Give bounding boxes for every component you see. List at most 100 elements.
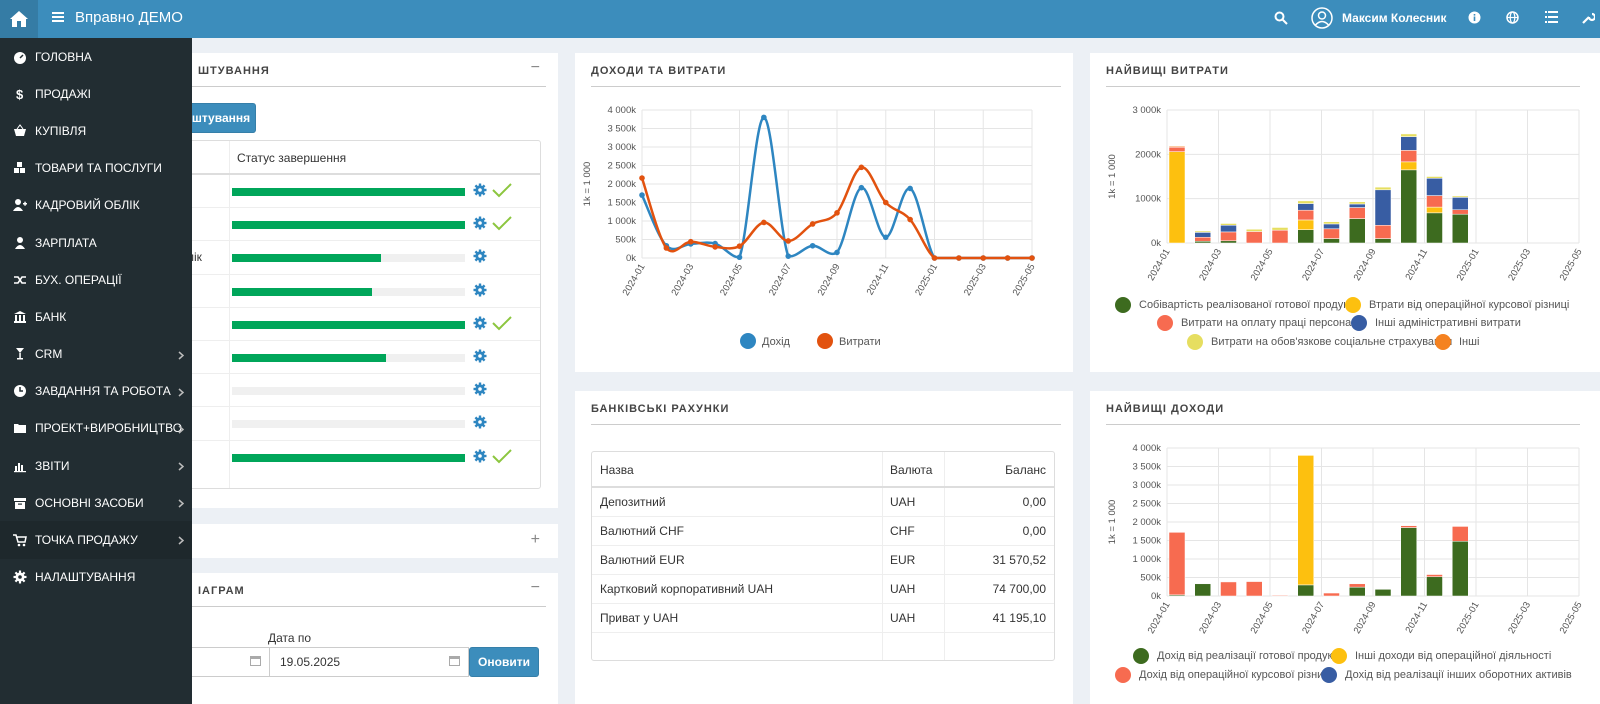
bar-segment[interactable] xyxy=(1246,581,1263,597)
sidebar-item-basket[interactable]: КУПІВЛЯ xyxy=(0,112,192,149)
data-point[interactable] xyxy=(882,234,889,241)
bank-account-row[interactable]: Депозитний UAH 0,00 xyxy=(592,487,1054,516)
bar-segment[interactable] xyxy=(1452,526,1469,542)
bar-segment[interactable] xyxy=(1426,178,1443,196)
app-title[interactable]: Вправно ДЕМО xyxy=(75,9,183,26)
bar-segment[interactable] xyxy=(1426,176,1443,179)
bar-segment[interactable] xyxy=(1194,583,1211,597)
bar-segment[interactable] xyxy=(1246,231,1263,244)
bar-segment[interactable] xyxy=(1426,212,1443,244)
bar-segment[interactable] xyxy=(1168,151,1186,244)
bar-segment[interactable] xyxy=(1349,207,1366,219)
legend-item[interactable]: Витрати на оплату праці персоналу xyxy=(1157,315,1363,331)
bar-segment[interactable] xyxy=(1168,146,1186,152)
bar-segment[interactable] xyxy=(1400,525,1417,528)
legend-item[interactable]: Собівартість реалізованої готової продук… xyxy=(1115,297,1360,313)
bar-segment[interactable] xyxy=(1374,225,1392,239)
bar-segment[interactable] xyxy=(1452,195,1469,198)
data-point[interactable] xyxy=(858,184,865,191)
bar-segment[interactable] xyxy=(1297,219,1314,230)
bar-segment[interactable] xyxy=(1426,574,1443,578)
settings-gear-button[interactable] xyxy=(473,316,487,333)
bar-segment[interactable] xyxy=(1374,189,1392,226)
collapse-button[interactable]: − xyxy=(530,59,540,76)
bar-segment[interactable] xyxy=(1297,229,1314,244)
bar-segment[interactable] xyxy=(1297,584,1314,597)
bar-segment[interactable] xyxy=(1452,213,1469,244)
list-button[interactable] xyxy=(1545,11,1558,26)
user-avatar[interactable] xyxy=(1311,7,1333,32)
tools-button[interactable] xyxy=(1582,11,1597,27)
bar-segment[interactable] xyxy=(1349,201,1366,205)
sidebar-item-folder[interactable]: ПРОЕКТ+ВИРОБНИЦТВО xyxy=(0,410,192,447)
sidebar-item-user[interactable]: ЗАРПЛАТА xyxy=(0,224,192,261)
data-point[interactable] xyxy=(712,244,718,250)
bank-account-row[interactable]: Валютний EUR EUR 31 570,52 xyxy=(592,545,1054,574)
bank-account-row[interactable]: Приват у UAH UAH 41 195,10 xyxy=(592,603,1054,632)
search-button[interactable] xyxy=(1274,11,1288,28)
user-name[interactable]: Максим Колесник xyxy=(1342,11,1447,25)
data-point[interactable] xyxy=(785,253,792,259)
bar-segment[interactable] xyxy=(1271,229,1289,244)
settings-gear-button[interactable] xyxy=(473,249,487,266)
bar-segment[interactable] xyxy=(1271,227,1289,231)
sidebar-item-bank[interactable]: БАНК xyxy=(0,298,192,335)
settings-gear-button[interactable] xyxy=(473,382,487,399)
data-point[interactable] xyxy=(834,210,840,216)
settings-gear-button[interactable] xyxy=(473,216,487,233)
bar-segment[interactable] xyxy=(1452,540,1469,597)
bar-segment[interactable] xyxy=(1323,221,1340,225)
bar-segment[interactable] xyxy=(1374,238,1392,244)
home-button[interactable] xyxy=(0,0,38,38)
data-point[interactable] xyxy=(687,238,694,245)
sidebar-item-clock[interactable]: ЗАВДАННЯ ТА РОБОТА xyxy=(0,373,192,410)
bar-segment[interactable] xyxy=(1349,586,1366,597)
bar-segment[interactable] xyxy=(1400,161,1417,171)
data-point[interactable] xyxy=(761,114,767,121)
data-point[interactable] xyxy=(736,243,743,249)
bar-segment[interactable] xyxy=(1194,240,1211,244)
collapse-button[interactable]: − xyxy=(530,579,540,596)
sidebar-item-dashboard[interactable]: ГОЛОВНА xyxy=(0,38,192,75)
sidebar-item-cog[interactable]: НАЛАШТУВАННЯ xyxy=(0,559,192,596)
data-point[interactable] xyxy=(956,255,962,261)
data-point[interactable] xyxy=(761,219,767,226)
data-point[interactable] xyxy=(736,254,743,261)
legend-item[interactable]: Інші доходи від операційної діяльності xyxy=(1331,648,1551,664)
bar-segment[interactable] xyxy=(1400,136,1417,151)
bar-segment[interactable] xyxy=(1374,186,1392,191)
sidebar-toggle-button[interactable] xyxy=(52,11,64,26)
data-point[interactable] xyxy=(931,255,938,261)
bar-segment[interactable] xyxy=(1168,532,1186,596)
legend-item[interactable]: Інші xyxy=(1435,334,1479,350)
language-button[interactable] xyxy=(1506,11,1519,27)
bar-segment[interactable] xyxy=(1452,197,1469,211)
legend-item[interactable]: Втрати від операційної курсової різниці xyxy=(1345,297,1569,313)
settings-gear-button[interactable] xyxy=(473,183,487,200)
sidebar-item-cart[interactable]: ТОЧКА ПРОДАЖУ xyxy=(0,521,192,559)
bar-segment[interactable] xyxy=(1297,203,1314,211)
data-point[interactable] xyxy=(639,175,645,181)
sidebar-item-user-plus[interactable]: КАДРОВИЙ ОБЛІК xyxy=(0,187,192,224)
data-point[interactable] xyxy=(834,249,840,256)
bar-segment[interactable] xyxy=(1246,229,1263,232)
bar-segment[interactable] xyxy=(1323,228,1340,239)
data-point[interactable] xyxy=(639,192,645,198)
bar-segment[interactable] xyxy=(1400,169,1417,244)
date-to-input[interactable]: 19.05.2025 xyxy=(269,647,469,677)
data-point[interactable] xyxy=(907,216,913,223)
data-point[interactable] xyxy=(1004,255,1011,261)
bar-segment[interactable] xyxy=(1323,238,1340,244)
legend-item[interactable]: Дохід від реалізації готової продукції xyxy=(1133,648,1344,664)
refresh-button[interactable]: Оновити xyxy=(469,647,539,677)
bar-segment[interactable] xyxy=(1271,595,1289,597)
legend-label[interactable]: Витрати xyxy=(839,336,881,348)
bar-segment[interactable] xyxy=(1220,240,1237,244)
bar-segment[interactable] xyxy=(1400,150,1417,163)
sidebar-item-random[interactable]: БУХ. ОПЕРАЦІЇ xyxy=(0,261,192,298)
bar-segment[interactable] xyxy=(1220,225,1237,233)
info-button[interactable] xyxy=(1468,11,1481,27)
bar-segment[interactable] xyxy=(1194,232,1211,238)
legend-item[interactable]: Інші адміністративні витрати xyxy=(1351,315,1521,331)
bar-segment[interactable] xyxy=(1349,203,1366,208)
